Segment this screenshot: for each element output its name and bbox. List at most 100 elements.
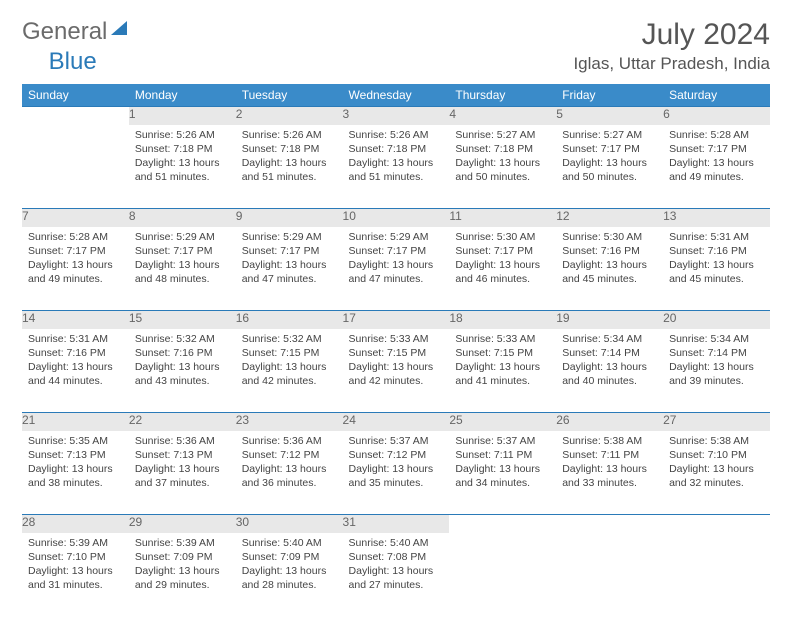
weekday-header: Wednesday <box>343 84 450 107</box>
day-details: Sunrise: 5:27 AMSunset: 7:18 PMDaylight:… <box>449 125 556 191</box>
daylight-line: Daylight: 13 hours and 51 minutes. <box>349 156 444 184</box>
day-details: Sunrise: 5:33 AMSunset: 7:15 PMDaylight:… <box>449 329 556 395</box>
daynum-row: 78910111213 <box>22 209 770 227</box>
sunset-line: Sunset: 7:09 PM <box>242 550 337 564</box>
day-cell: Sunrise: 5:28 AMSunset: 7:17 PMDaylight:… <box>663 125 770 209</box>
empty-cell <box>663 533 770 617</box>
brand-logo: General <box>22 18 129 46</box>
day-number: 22 <box>129 413 236 431</box>
daylight-line: Daylight: 13 hours and 49 minutes. <box>28 258 123 286</box>
sunset-line: Sunset: 7:16 PM <box>669 244 764 258</box>
calendar-head: SundayMondayTuesdayWednesdayThursdayFrid… <box>22 84 770 107</box>
sunset-line: Sunset: 7:12 PM <box>349 448 444 462</box>
day-number: 29 <box>129 515 236 533</box>
daylight-line: Daylight: 13 hours and 51 minutes. <box>242 156 337 184</box>
brand-part2: Blue <box>49 48 97 75</box>
sunset-line: Sunset: 7:11 PM <box>455 448 550 462</box>
day-cell: Sunrise: 5:28 AMSunset: 7:17 PMDaylight:… <box>22 227 129 311</box>
sunset-line: Sunset: 7:14 PM <box>562 346 657 360</box>
day-cell: Sunrise: 5:37 AMSunset: 7:11 PMDaylight:… <box>449 431 556 515</box>
daylight-line: Daylight: 13 hours and 33 minutes. <box>562 462 657 490</box>
day-number: 21 <box>22 413 129 431</box>
calendar-table: SundayMondayTuesdayWednesdayThursdayFrid… <box>22 84 770 617</box>
daylight-line: Daylight: 13 hours and 48 minutes. <box>135 258 230 286</box>
day-details: Sunrise: 5:29 AMSunset: 7:17 PMDaylight:… <box>236 227 343 293</box>
day-number: 23 <box>236 413 343 431</box>
daylight-line: Daylight: 13 hours and 46 minutes. <box>455 258 550 286</box>
day-number: 9 <box>236 209 343 227</box>
logo-triangle-icon <box>111 21 127 35</box>
sunrise-line: Sunrise: 5:32 AM <box>135 332 230 346</box>
day-cell: Sunrise: 5:27 AMSunset: 7:18 PMDaylight:… <box>449 125 556 209</box>
daynum-row: 21222324252627 <box>22 413 770 431</box>
empty-cell <box>22 125 129 209</box>
day-details: Sunrise: 5:39 AMSunset: 7:09 PMDaylight:… <box>129 533 236 599</box>
day-number: 1 <box>129 107 236 125</box>
day-details: Sunrise: 5:35 AMSunset: 7:13 PMDaylight:… <box>22 431 129 497</box>
day-cell: Sunrise: 5:32 AMSunset: 7:16 PMDaylight:… <box>129 329 236 413</box>
sunrise-line: Sunrise: 5:31 AM <box>669 230 764 244</box>
day-number: 5 <box>556 107 663 125</box>
sunset-line: Sunset: 7:17 PM <box>455 244 550 258</box>
sunrise-line: Sunrise: 5:38 AM <box>562 434 657 448</box>
day-number: 15 <box>129 311 236 329</box>
day-details: Sunrise: 5:34 AMSunset: 7:14 PMDaylight:… <box>556 329 663 395</box>
day-details: Sunrise: 5:38 AMSunset: 7:10 PMDaylight:… <box>663 431 770 497</box>
sunrise-line: Sunrise: 5:26 AM <box>349 128 444 142</box>
day-details: Sunrise: 5:39 AMSunset: 7:10 PMDaylight:… <box>22 533 129 599</box>
day-details: Sunrise: 5:30 AMSunset: 7:17 PMDaylight:… <box>449 227 556 293</box>
day-details: Sunrise: 5:37 AMSunset: 7:11 PMDaylight:… <box>449 431 556 497</box>
day-cell: Sunrise: 5:31 AMSunset: 7:16 PMDaylight:… <box>663 227 770 311</box>
daylight-line: Daylight: 13 hours and 36 minutes. <box>242 462 337 490</box>
weekday-header: Friday <box>556 84 663 107</box>
empty-cell <box>449 533 556 617</box>
day-number: 13 <box>663 209 770 227</box>
daylight-line: Daylight: 13 hours and 47 minutes. <box>242 258 337 286</box>
day-details: Sunrise: 5:36 AMSunset: 7:13 PMDaylight:… <box>129 431 236 497</box>
content-row: Sunrise: 5:35 AMSunset: 7:13 PMDaylight:… <box>22 431 770 515</box>
day-cell: Sunrise: 5:30 AMSunset: 7:17 PMDaylight:… <box>449 227 556 311</box>
sunset-line: Sunset: 7:08 PM <box>349 550 444 564</box>
day-cell: Sunrise: 5:26 AMSunset: 7:18 PMDaylight:… <box>236 125 343 209</box>
sunrise-line: Sunrise: 5:27 AM <box>562 128 657 142</box>
day-number: 17 <box>343 311 450 329</box>
daylight-line: Daylight: 13 hours and 41 minutes. <box>455 360 550 388</box>
daynum-row: 14151617181920 <box>22 311 770 329</box>
day-cell: Sunrise: 5:36 AMSunset: 7:12 PMDaylight:… <box>236 431 343 515</box>
sunset-line: Sunset: 7:16 PM <box>135 346 230 360</box>
daylight-line: Daylight: 13 hours and 28 minutes. <box>242 564 337 592</box>
daynum-row: 123456 <box>22 107 770 125</box>
day-cell: Sunrise: 5:26 AMSunset: 7:18 PMDaylight:… <box>343 125 450 209</box>
day-number: 26 <box>556 413 663 431</box>
day-cell: Sunrise: 5:40 AMSunset: 7:08 PMDaylight:… <box>343 533 450 617</box>
empty-cell <box>556 533 663 617</box>
sunrise-line: Sunrise: 5:30 AM <box>562 230 657 244</box>
day-details: Sunrise: 5:31 AMSunset: 7:16 PMDaylight:… <box>663 227 770 293</box>
day-cell: Sunrise: 5:27 AMSunset: 7:17 PMDaylight:… <box>556 125 663 209</box>
sunrise-line: Sunrise: 5:38 AM <box>669 434 764 448</box>
daylight-line: Daylight: 13 hours and 42 minutes. <box>349 360 444 388</box>
sunrise-line: Sunrise: 5:28 AM <box>669 128 764 142</box>
sunset-line: Sunset: 7:12 PM <box>242 448 337 462</box>
daylight-line: Daylight: 13 hours and 39 minutes. <box>669 360 764 388</box>
day-cell: Sunrise: 5:36 AMSunset: 7:13 PMDaylight:… <box>129 431 236 515</box>
day-details: Sunrise: 5:26 AMSunset: 7:18 PMDaylight:… <box>343 125 450 191</box>
day-details: Sunrise: 5:32 AMSunset: 7:15 PMDaylight:… <box>236 329 343 395</box>
day-cell: Sunrise: 5:26 AMSunset: 7:18 PMDaylight:… <box>129 125 236 209</box>
day-details: Sunrise: 5:28 AMSunset: 7:17 PMDaylight:… <box>663 125 770 191</box>
sunrise-line: Sunrise: 5:33 AM <box>349 332 444 346</box>
sunrise-line: Sunrise: 5:30 AM <box>455 230 550 244</box>
daylight-line: Daylight: 13 hours and 47 minutes. <box>349 258 444 286</box>
day-cell: Sunrise: 5:33 AMSunset: 7:15 PMDaylight:… <box>449 329 556 413</box>
sunset-line: Sunset: 7:10 PM <box>669 448 764 462</box>
sunrise-line: Sunrise: 5:40 AM <box>349 536 444 550</box>
daylight-line: Daylight: 13 hours and 40 minutes. <box>562 360 657 388</box>
weekday-header: Tuesday <box>236 84 343 107</box>
weekday-header: Thursday <box>449 84 556 107</box>
sunset-line: Sunset: 7:16 PM <box>28 346 123 360</box>
day-number: 27 <box>663 413 770 431</box>
sunset-line: Sunset: 7:13 PM <box>135 448 230 462</box>
sunrise-line: Sunrise: 5:29 AM <box>135 230 230 244</box>
day-number: 7 <box>22 209 129 227</box>
day-cell: Sunrise: 5:34 AMSunset: 7:14 PMDaylight:… <box>663 329 770 413</box>
